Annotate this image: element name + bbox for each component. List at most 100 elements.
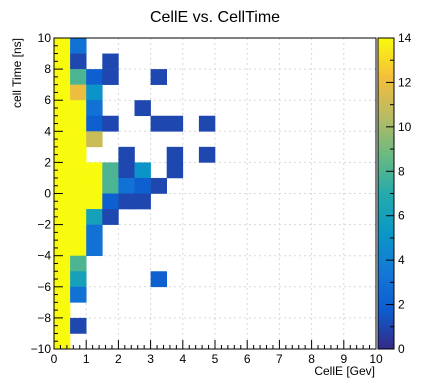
heatmap-cell <box>54 131 71 148</box>
heatmap-cell <box>54 209 71 225</box>
y-tick-label: 0 <box>44 187 51 201</box>
heatmap-cell <box>102 209 119 225</box>
heatmap-cell <box>70 286 87 303</box>
x-tick-label: 10 <box>369 352 383 366</box>
heatmap-cell <box>166 162 184 179</box>
heatmap-cell <box>198 146 216 163</box>
z-tick-label: 14 <box>398 31 412 45</box>
heatmap-cell <box>70 100 87 117</box>
heatmap-cell <box>70 255 87 272</box>
heatmap-cell <box>70 271 87 288</box>
heatmap-cell <box>70 240 87 256</box>
heatmap-cell <box>54 38 71 54</box>
heatmap-cell <box>118 162 135 179</box>
x-axis-ticks: 0 1 2 3 4 5 6 7 8 9 10 <box>51 340 383 366</box>
heatmap-cell <box>118 146 135 163</box>
heatmap-cell <box>102 115 119 132</box>
y-tick-label: −8 <box>37 311 51 325</box>
heatmap-cell <box>102 193 119 210</box>
z-tick-label: 10 <box>398 120 412 134</box>
heatmap-cell <box>54 100 71 117</box>
heatmap-cell <box>54 177 71 194</box>
x-tick-label: 9 <box>340 352 347 366</box>
y-tick-label: 2 <box>44 155 51 169</box>
x-tick-label: 1 <box>83 352 90 366</box>
y-axis-label: cell Time [ns] <box>10 38 24 108</box>
heatmap-cell <box>70 177 87 194</box>
x-tick-label: 4 <box>179 352 186 366</box>
z-tick-label: 6 <box>398 209 405 223</box>
heatmap-cell <box>70 193 87 210</box>
heatmap-cell <box>86 177 103 194</box>
heatmap-cell <box>70 317 87 334</box>
heatmap-cell <box>70 84 87 101</box>
heatmap-cell <box>70 38 87 54</box>
heatmap-cell <box>70 69 87 85</box>
heatmap-cell <box>70 53 87 70</box>
heatmap-cell <box>150 115 167 132</box>
x-axis-label: CellE [Gev] <box>314 364 375 378</box>
heatmap-cell <box>118 193 135 210</box>
heatmap-cell <box>54 84 71 101</box>
heatmap-cell <box>102 69 119 85</box>
heatmap-cell <box>166 115 184 132</box>
z-tick-label: 0 <box>398 342 405 356</box>
heatmap-cell <box>86 209 103 225</box>
x-tick-label: 6 <box>244 352 251 366</box>
heatmap-cell <box>70 115 87 132</box>
heatmap-cell <box>134 100 151 117</box>
heatmap-cell <box>70 131 87 148</box>
heatmap-cell <box>54 240 71 256</box>
y-tick-label: −6 <box>37 280 51 294</box>
y-tick-label: 6 <box>44 93 51 107</box>
heatmap-cell <box>86 115 103 132</box>
heatmap-cell <box>70 209 87 225</box>
y-tick-label: 8 <box>44 62 51 76</box>
y-axis-ticks: −10 −8 −6 −4 −2 0 2 4 6 8 10 <box>31 31 63 356</box>
x-tick-label: 3 <box>147 352 154 366</box>
heatmap-cell <box>150 177 167 194</box>
z-tick-label: 8 <box>398 164 405 178</box>
chart-title: CellE vs. CellTime <box>150 9 280 26</box>
heatmap-cell <box>54 317 71 334</box>
heatmap-cell <box>70 224 87 241</box>
heatmap-cell <box>134 162 151 179</box>
heatmap-cell <box>86 162 103 179</box>
heatmap-cell <box>54 162 71 179</box>
x-tick-label: 2 <box>115 352 122 366</box>
heatmap-cell <box>198 115 216 132</box>
heatmap-cell <box>86 84 103 101</box>
z-tick-label: 2 <box>398 298 405 312</box>
y-tick-label: 4 <box>44 124 51 138</box>
heatmap-cell <box>54 53 71 70</box>
heatmap-cell <box>86 131 103 148</box>
heatmap-cell <box>86 193 103 210</box>
heatmap-cell <box>54 255 71 272</box>
heatmap-cell <box>54 115 71 132</box>
heatmap-cell <box>134 193 151 210</box>
heatmap-cell <box>54 224 71 241</box>
heatmap-cell <box>86 240 103 256</box>
z-tick-label: 12 <box>398 75 412 89</box>
heatmap-cell <box>70 146 87 163</box>
x-tick-label: 8 <box>308 352 315 366</box>
heatmap-cell <box>150 271 167 288</box>
x-tick-label: 5 <box>212 352 219 366</box>
heatmap-cell <box>102 162 119 179</box>
heatmap-cell <box>54 271 71 288</box>
heatmap-cell <box>134 177 151 194</box>
heatmap-cell <box>86 100 103 117</box>
y-tick-label: −10 <box>31 342 52 356</box>
heatmap-cell <box>150 69 167 85</box>
heatmap-cell <box>54 193 71 210</box>
heatmap-cell <box>54 146 71 163</box>
heatmap-cell <box>54 333 71 350</box>
heatmap-cell <box>102 53 119 70</box>
x-tick-label: 0 <box>51 352 58 366</box>
y-tick-label: 10 <box>38 31 52 45</box>
color-scale-ticks: 0 2 4 6 8 10 12 14 <box>386 31 412 356</box>
heatmap-cell <box>54 302 71 319</box>
heatmap-cell <box>54 69 71 85</box>
y-tick-label: −2 <box>37 218 51 232</box>
